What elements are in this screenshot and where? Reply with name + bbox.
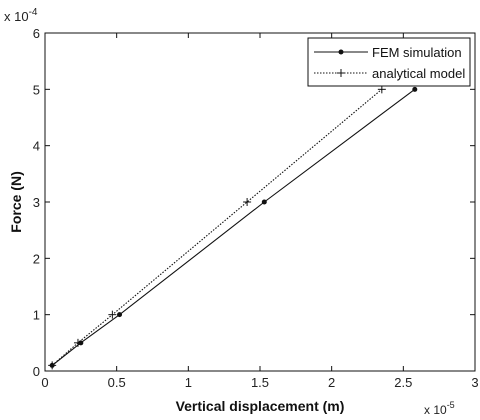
- legend-label-fem-simulation: FEM simulation: [372, 45, 462, 60]
- legend-label-analytical-model: analytical model: [372, 66, 465, 81]
- data-point-analytical-model: [377, 85, 386, 94]
- data-point-fem-simulation: [412, 86, 418, 92]
- data-point-analytical-model: [108, 310, 117, 319]
- x-axis-ticks: 0 0.5 1 1.5 2 2.5 3: [41, 33, 479, 390]
- y-multiplier-base: x 10: [4, 9, 29, 24]
- x-tick-label: 0.5: [108, 375, 126, 390]
- x-tick-label: 2.5: [394, 375, 412, 390]
- y-tick-label: 3: [33, 195, 40, 210]
- series-layer: [48, 85, 418, 370]
- x-tick-label: 3: [471, 375, 478, 390]
- y-tick-label: 5: [33, 82, 40, 97]
- y-tick-label: 1: [33, 308, 40, 323]
- legend: FEM simulation analytical model: [307, 37, 471, 87]
- x-multiplier-exponent: -5: [447, 400, 455, 410]
- legend-marker-analytical-model: [337, 69, 345, 77]
- y-tick-label: 2: [33, 251, 40, 266]
- y-axis-title: Force (N): [8, 171, 24, 232]
- y-tick-label: 6: [33, 26, 40, 41]
- y-tick-label: 0: [33, 364, 40, 379]
- legend-box: [307, 37, 471, 87]
- data-point-fem-simulation: [261, 199, 267, 205]
- legend-marker-fem-simulation: [338, 49, 344, 55]
- y-multiplier-exponent: -4: [29, 7, 38, 18]
- data-point-analytical-model: [243, 198, 252, 206]
- legend-samples: [314, 49, 368, 77]
- data-point-analytical-model: [48, 361, 57, 370]
- y-axis-ticks: 0 1 2 3 4 5 6: [33, 26, 475, 379]
- y-tick-label: 4: [33, 139, 40, 154]
- x-multiplier-base: x 10: [424, 403, 447, 417]
- x-tick-label: 0: [41, 375, 48, 390]
- data-point-fem-simulation: [117, 312, 123, 318]
- x-axis-multiplier: x 10-5: [424, 400, 455, 417]
- y-axis-multiplier: x 10-4: [4, 7, 38, 24]
- x-axis-title: Vertical displacement (m): [176, 398, 345, 414]
- x-tick-label: 2: [328, 375, 335, 390]
- plot-area: [44, 32, 476, 372]
- data-point-analytical-model: [73, 338, 82, 347]
- x-tick-label: 1: [185, 375, 192, 390]
- x-tick-label: 1.5: [251, 375, 269, 390]
